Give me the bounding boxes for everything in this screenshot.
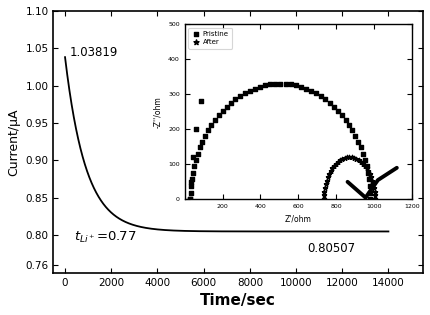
Y-axis label: Current/μA: Current/μA — [7, 108, 20, 175]
X-axis label: Time/sec: Time/sec — [200, 293, 276, 308]
Text: 0.80507: 0.80507 — [307, 242, 356, 255]
Text: 1.03819: 1.03819 — [69, 46, 117, 59]
Text: $t_{Li^+}$=0.77: $t_{Li^+}$=0.77 — [74, 230, 137, 244]
